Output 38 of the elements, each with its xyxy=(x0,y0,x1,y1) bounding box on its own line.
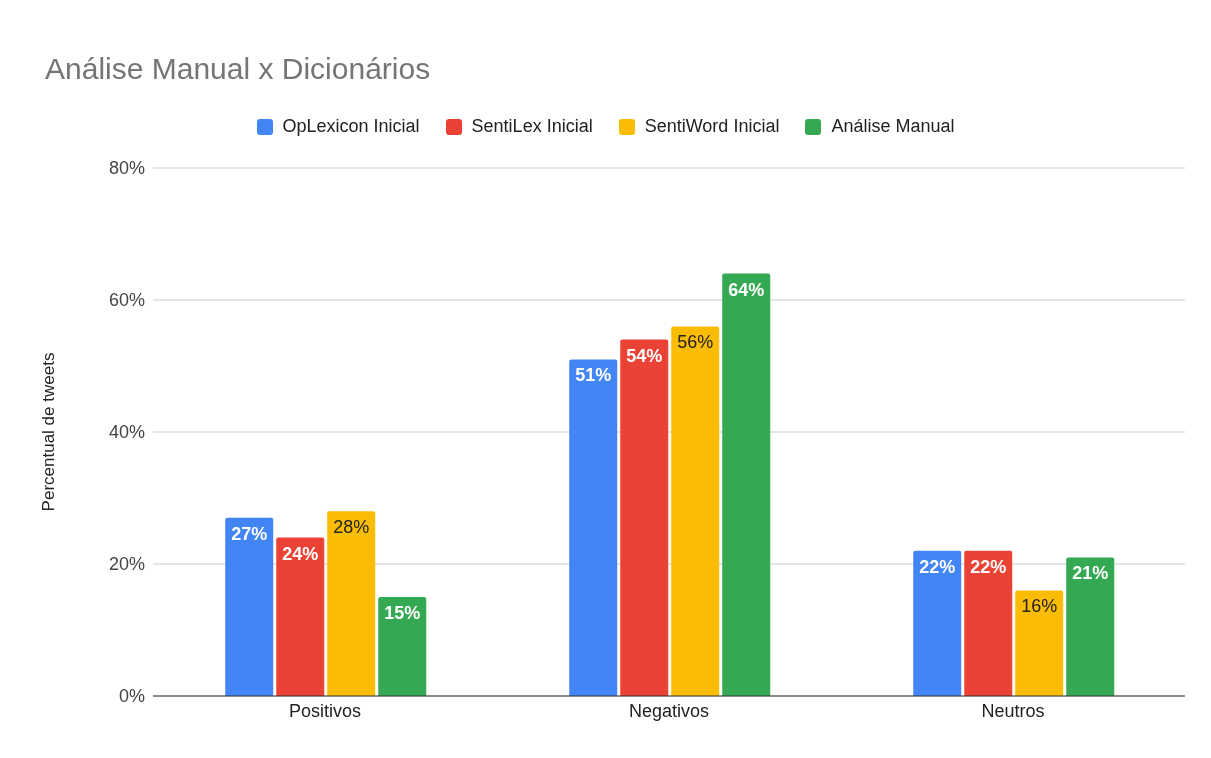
bar xyxy=(569,359,618,696)
bar xyxy=(1015,590,1064,696)
data-label: 24% xyxy=(282,543,319,564)
x-tick-label: Neutros xyxy=(981,700,1045,721)
bar xyxy=(671,326,720,696)
y-tick-label: 60% xyxy=(108,290,145,311)
bar xyxy=(225,517,274,696)
bar xyxy=(378,597,427,696)
legend-label: SentiWord Inicial xyxy=(644,116,780,137)
y-tick-label: 20% xyxy=(108,554,145,575)
data-label: 27% xyxy=(231,523,268,544)
data-label: 64% xyxy=(728,279,765,300)
x-tick-label: Positivos xyxy=(288,700,362,721)
data-label: 16% xyxy=(1021,596,1058,617)
data-label: 15% xyxy=(384,603,421,623)
y-tick-label: 40% xyxy=(108,422,145,443)
legend-label: OpLexicon Inicial xyxy=(282,116,420,137)
legend-label: SentiLex Inicial xyxy=(471,116,593,137)
bar xyxy=(964,550,1013,696)
data-label: 56% xyxy=(677,332,714,353)
bar xyxy=(276,537,325,696)
data-label: 54% xyxy=(626,345,663,366)
data-label: 28% xyxy=(333,517,370,538)
data-label: 22% xyxy=(919,556,956,577)
y-tick-label: 0% xyxy=(118,686,145,707)
data-label: 51% xyxy=(575,365,612,386)
bar xyxy=(722,273,771,696)
data-label: 22% xyxy=(970,556,1007,577)
x-tick-label: Negativos xyxy=(628,700,710,721)
y-tick-label: 80% xyxy=(108,158,145,179)
bar xyxy=(913,550,962,696)
chart-title: Análise Manual x Dicionários xyxy=(45,52,431,86)
bar xyxy=(327,511,376,696)
bar xyxy=(1066,557,1115,696)
data-label: 21% xyxy=(1072,563,1109,584)
legend-label: Análise Manual xyxy=(831,116,955,137)
y-axis-title: Percentual de tweets xyxy=(39,352,59,512)
bar xyxy=(620,339,669,696)
